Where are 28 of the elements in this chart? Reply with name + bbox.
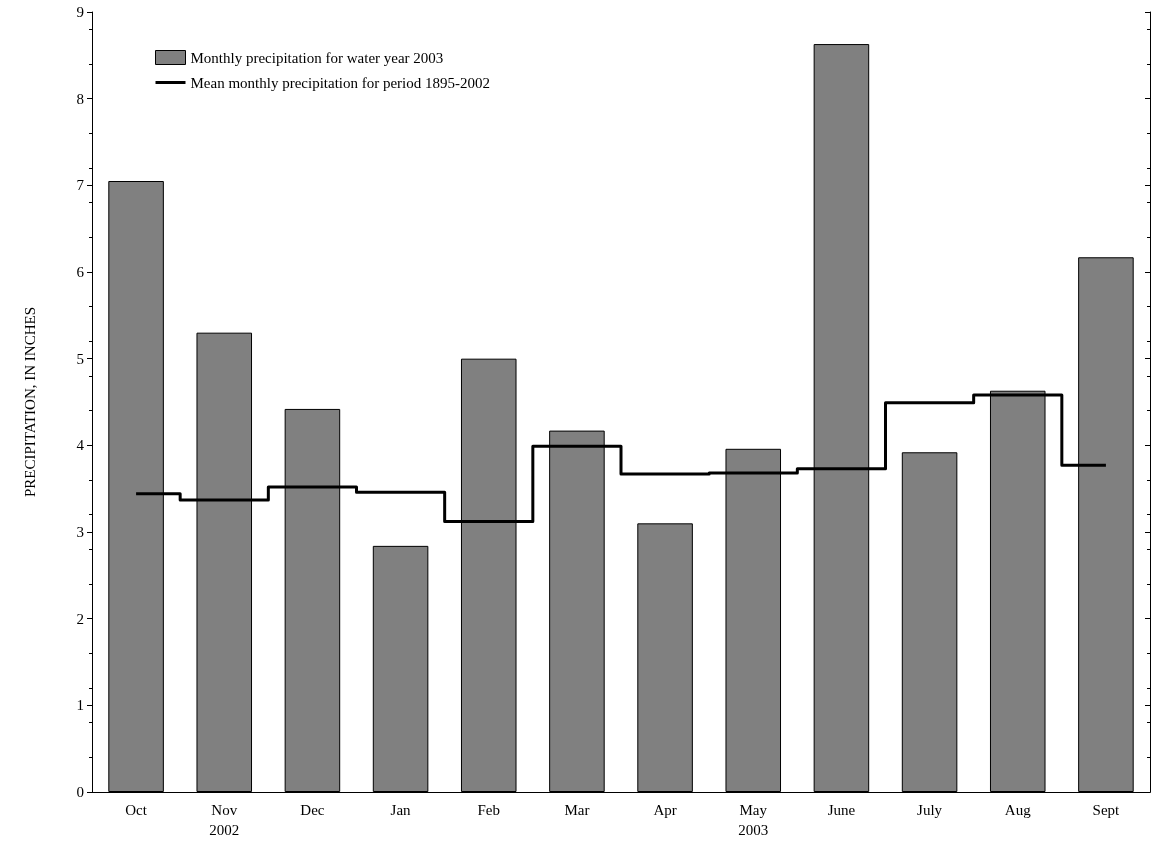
bar [901, 452, 958, 792]
x-tick-label: July [917, 802, 943, 818]
y-tick-label: 3 [76, 524, 84, 540]
y-tick-label: 2 [76, 610, 84, 627]
legend-label: Mean monthly precipitation for period 1895-2002 [190, 74, 491, 91]
x-tick-label: Aug [1004, 802, 1032, 818]
x-tick-label: Mar [564, 802, 590, 818]
x-tick-label: Nov 2002 [209, 802, 240, 838]
y-tick-label: 0 [76, 784, 84, 800]
x-tick-label: Feb [477, 802, 500, 818]
x-tick-label: June [827, 802, 856, 818]
y-tick-label: 6 [76, 264, 85, 280]
bar [372, 545, 429, 792]
x-tick-label: Jan [390, 802, 412, 818]
x-tick-label: Sept [1092, 802, 1121, 818]
x-tick-label: Oct [125, 802, 148, 818]
bar [637, 523, 693, 792]
x-tick-label: Apr [653, 802, 677, 818]
y-axis-title: PRECIPITATION, IN INCHES [21, 306, 38, 498]
y-tick-label: 1 [76, 697, 84, 714]
y-tick-label: 7 [76, 177, 85, 194]
y-tick-label: 8 [76, 90, 84, 107]
x-tick-label: May 2003 [738, 802, 769, 838]
y-tick-label: 9 [76, 4, 84, 20]
y-tick-label: 5 [76, 350, 84, 367]
legend-label: Monthly precipitation for water year 2003 [190, 49, 444, 66]
x-tick-label: Dec [300, 802, 325, 818]
y-tick-label: 4 [76, 437, 85, 454]
